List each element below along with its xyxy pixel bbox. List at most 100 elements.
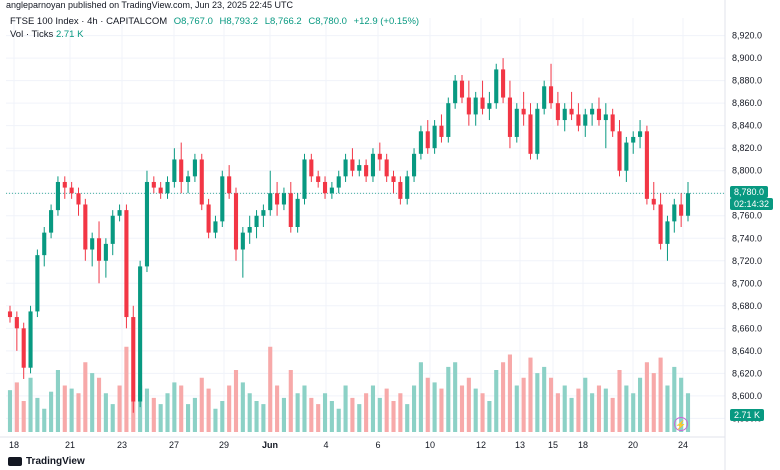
volume-bar [322,393,328,432]
price-tick-label: 8,640.0 [732,346,762,356]
candle-body [357,165,362,171]
volume-bar [55,370,60,432]
volume-bar [83,362,88,432]
volume-bar [418,362,423,432]
candle-body [425,131,430,149]
candle-body [302,159,307,199]
candle-body [199,159,204,205]
volume-bar [206,388,211,432]
volume-bar [590,393,595,432]
candle-body [651,198,656,205]
volume-bar [562,385,567,432]
candle-body [131,317,136,402]
volume-bar [96,377,102,432]
volume-bar [548,377,554,432]
volume-bar [302,385,307,432]
price-tick-label: 8,880.0 [732,76,762,86]
volume-bar [233,370,239,432]
candle-body [480,97,485,109]
candle-body [453,80,458,104]
volume-badge: 2.71 K [730,409,765,421]
tradingview-footer[interactable]: TradingView [8,456,85,467]
volume-bar [117,385,122,432]
candle-body [110,215,115,244]
volume-bar [610,397,615,432]
price-tick-label: 8,820.0 [732,143,762,153]
volume-bar [76,393,81,432]
volume-bar [151,397,156,432]
candle-body [501,69,506,98]
volume-bar [240,382,245,432]
low-value: L8,766.2 [264,16,302,27]
time-tick-label: 21 [65,440,75,450]
volume-bar [138,385,143,432]
volume-bar [542,366,547,432]
open-value: O8,767.0 [173,16,213,27]
candle-body [398,181,403,199]
candle-body [233,193,239,250]
volume-value: 2.71 K [55,29,84,40]
volume-bar [254,401,259,432]
candle-body [624,142,629,171]
volume-bar [268,346,273,432]
candle-body [316,176,321,182]
volume-bar [192,397,197,432]
volume-bar [288,370,293,432]
volume-bar [186,404,191,432]
symbol-name[interactable]: FTSE 100 Index · 4h · CAPITALCOM [10,16,168,27]
candle-body [685,193,691,216]
symbol-legend[interactable]: FTSE 100 Index · 4h · CAPITALCOM O8,767.… [10,16,423,27]
candle-body [103,243,108,261]
candle-body [521,108,526,115]
candle-body [7,311,13,318]
time-tick-label: 29 [219,440,229,450]
volume-bar [459,385,465,432]
tradingview-logo-icon [8,457,22,466]
volume-bar [213,408,218,432]
volume-bar [521,377,526,432]
candle-body [377,153,382,160]
price-tick-label: 8,620.0 [732,368,762,378]
change-value: +12.9 (+0.15%) [353,16,420,27]
volume-bar [343,385,348,432]
volume-bar [446,366,451,432]
time-tick-label: 24 [678,440,688,450]
candle-body [21,328,26,368]
candle-body [405,176,410,199]
candle-body [596,108,602,121]
price-tick-label: 8,840.0 [732,121,762,131]
volume-bar [596,385,602,432]
price-tick-label: 8,860.0 [732,98,762,108]
volume-bar [172,382,177,432]
candle-body [514,108,519,137]
candle-body [288,193,293,227]
volume-bar [199,377,204,432]
candle-body [569,108,574,115]
candle-body [76,193,81,205]
price-tick-label: 8,900.0 [732,53,762,63]
candle-body [322,181,328,194]
candle-body [42,232,47,256]
candle-body [548,86,554,104]
volume-bar [309,397,314,432]
candle-body [28,311,33,368]
volume-bar [644,362,649,432]
volume-bar [624,385,629,432]
candle-body [172,159,177,182]
volume-bar [357,404,362,432]
candle-body [69,187,74,194]
candle-body [240,232,245,250]
candle-body [62,181,67,188]
volume-bar [165,393,170,432]
candle-body [459,80,465,98]
time-tick-label: 10 [425,440,435,450]
lightning-icon[interactable]: ⚡ [674,417,688,431]
candle-body [432,125,437,149]
candle-body [555,103,560,121]
footer-brand: TradingView [26,456,85,467]
candle-body [644,131,649,199]
candle-body [268,193,273,211]
volume-legend[interactable]: Vol · Ticks 2.71 K [10,29,83,40]
candle-body [336,176,341,188]
